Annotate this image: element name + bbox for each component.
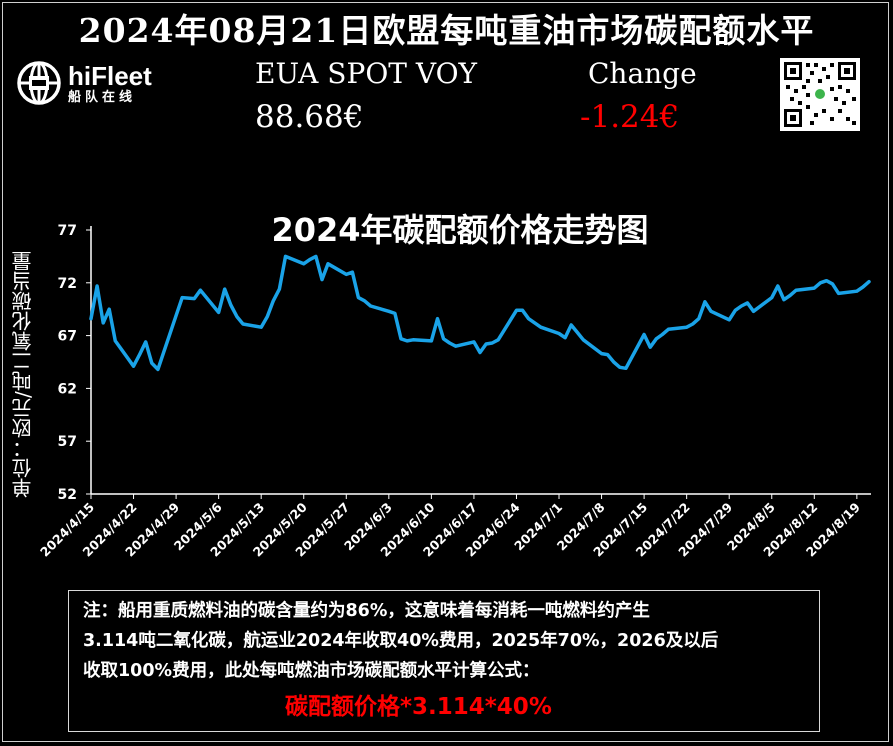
y-tick-label: 67 bbox=[58, 329, 77, 345]
page-title: 2024年08月21日欧盟每吨重油市场碳配额水平 bbox=[78, 11, 815, 50]
change-value: -1.24€ bbox=[580, 99, 680, 135]
globe-ship-icon bbox=[17, 61, 61, 105]
note-box: 注：船用重质燃料油的碳含量约为86%，这意味着每消耗一吨燃料约产生 3.114吨… bbox=[68, 590, 820, 732]
note-line-2: 3.114吨二氧化碳，航运业2024年收取40%费用，2025年70%，2026… bbox=[83, 631, 719, 651]
price-series-line bbox=[89, 254, 871, 372]
chart-title: 2024年碳配额价格走势图 bbox=[271, 211, 649, 249]
y-tick-label: 62 bbox=[58, 381, 77, 397]
eua-label: EUA SPOT VOY bbox=[255, 57, 478, 90]
y-tick-label: 77 bbox=[58, 223, 77, 239]
y-tick-label: 52 bbox=[58, 487, 77, 503]
qr-code-icon bbox=[780, 58, 860, 131]
y-tick-label: 57 bbox=[58, 434, 77, 450]
note-line-1: 注：船用重质燃料油的碳含量约为86%，这意味着每消耗一吨燃料约产生 bbox=[83, 601, 650, 621]
brand-name: hiFleet bbox=[68, 60, 152, 91]
hifleet-logo: hiFleet 船队在线 bbox=[16, 60, 152, 106]
price-line-chart: 7772676257522024/4/152024/4/222024/4/292… bbox=[37, 223, 871, 560]
note-formula: 碳配额价格*3.114*40% bbox=[285, 694, 552, 720]
note-line-3: 收取100%费用，此处每吨燃油市场碳配额水平计算公式： bbox=[83, 661, 540, 681]
qr-code-graphic bbox=[784, 62, 856, 127]
y-tick-label: 72 bbox=[58, 276, 77, 292]
brand-subtitle: 船队在线 bbox=[68, 89, 137, 105]
change-label: Change bbox=[588, 57, 697, 90]
eua-value: 88.68€ bbox=[255, 99, 364, 135]
